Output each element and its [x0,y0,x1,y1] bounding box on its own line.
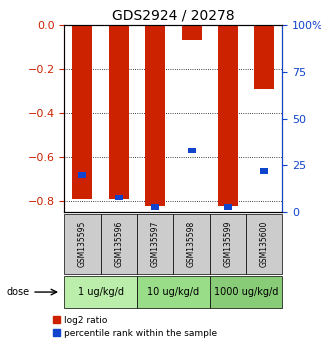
Bar [64,214,100,274]
Bar [115,195,123,200]
Text: GSM135595: GSM135595 [78,221,87,268]
Bar [260,169,268,174]
Bar [137,214,173,274]
Text: 1000 ug/kg/d: 1000 ug/kg/d [214,287,278,297]
Bar [151,204,159,210]
Bar [210,276,282,308]
Title: GDS2924 / 20278: GDS2924 / 20278 [112,8,235,22]
Bar [254,25,274,89]
Bar [100,214,137,274]
Bar [224,204,232,210]
Bar [187,148,195,153]
Bar [173,214,210,274]
Text: GSM135599: GSM135599 [223,221,232,268]
Bar [137,276,210,308]
Bar [145,25,165,206]
Text: GSM135600: GSM135600 [260,221,269,268]
Bar [218,25,238,206]
Bar [109,25,129,199]
Bar [210,214,246,274]
Text: 10 ug/kg/d: 10 ug/kg/d [147,287,199,297]
Legend: log2 ratio, percentile rank within the sample: log2 ratio, percentile rank within the s… [53,316,218,338]
Text: GSM135597: GSM135597 [151,221,160,268]
Bar [78,172,86,178]
Bar [182,25,202,40]
Text: GSM135598: GSM135598 [187,221,196,267]
Bar [64,276,137,308]
Text: dose: dose [6,287,30,297]
Bar [246,214,282,274]
Text: 1 ug/kg/d: 1 ug/kg/d [78,287,124,297]
Bar [73,25,92,199]
Text: GSM135596: GSM135596 [114,221,123,268]
